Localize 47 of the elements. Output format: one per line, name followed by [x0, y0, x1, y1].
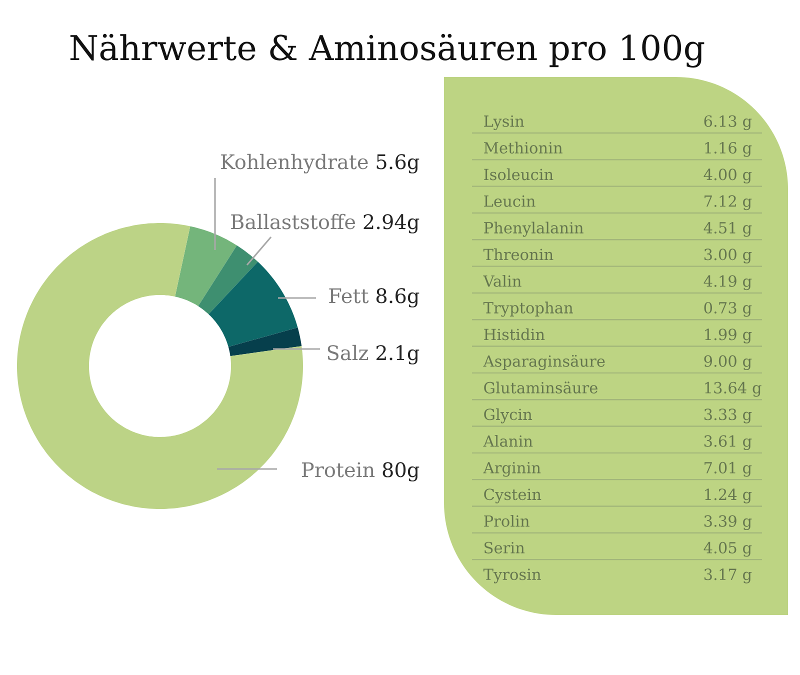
data-label: 2.94g — [364, 214, 420, 234]
text: 3.17 g — [704, 568, 752, 584]
text: Threonin — [483, 248, 554, 260]
data-label: 2.1g — [376, 345, 420, 364]
text: 4.05 g — [704, 542, 752, 557]
text: 4.00 g — [704, 168, 752, 184]
text: Cystein — [484, 488, 542, 504]
text: Arginin — [483, 462, 541, 477]
text: Prolin — [484, 514, 530, 527]
text: 7.01 g — [704, 462, 752, 477]
text: Tyrosin — [483, 568, 541, 584]
text: Histidin — [484, 328, 545, 340]
text: 4.51 g — [704, 222, 752, 237]
text: 1.24 g — [705, 488, 752, 504]
text: Leucin — [484, 195, 536, 207]
text: Asparaginsäure — [483, 354, 605, 370]
slice-label: Fett — [329, 288, 369, 304]
text: 3.33 g — [704, 408, 752, 424]
slice-label: Kohlenhydrate — [221, 154, 368, 174]
text: Serin — [484, 542, 525, 554]
slice-label: Ballaststoffe — [231, 214, 356, 230]
text: Isoleucin — [484, 168, 554, 180]
text: 6.13 g — [704, 115, 752, 130]
text: 1.16 g — [705, 142, 752, 157]
text: 3.61 g — [704, 435, 752, 450]
text: 7.12 g — [704, 195, 752, 210]
text: 1.99 g — [705, 328, 752, 344]
text: Glutaminsäure — [484, 382, 598, 394]
text: Alanin — [483, 434, 533, 447]
text: 13.64 g — [705, 382, 762, 397]
text: Lysin — [484, 115, 524, 130]
data-label: 8.6g — [376, 288, 420, 308]
text: Glycin — [484, 408, 532, 424]
chart-title: Nährwerte & Aminosäuren pro 100g — [70, 34, 704, 68]
slice-label: Protein — [302, 462, 375, 478]
text: 3.39 g — [704, 515, 752, 530]
slice-label: Salz — [328, 344, 368, 360]
text: 4.19 g — [704, 275, 752, 290]
data-label: 5.6g — [376, 154, 420, 174]
text: 3.00 g — [704, 248, 752, 264]
text: Phenylalanin — [484, 222, 584, 237]
text: 9.00 g — [704, 355, 752, 370]
data-label: 80g — [382, 462, 420, 482]
text: Valin — [483, 275, 522, 287]
text: 0.73 g — [704, 302, 752, 317]
text: Methionin — [484, 142, 562, 154]
text: Tryptophan — [483, 302, 573, 317]
